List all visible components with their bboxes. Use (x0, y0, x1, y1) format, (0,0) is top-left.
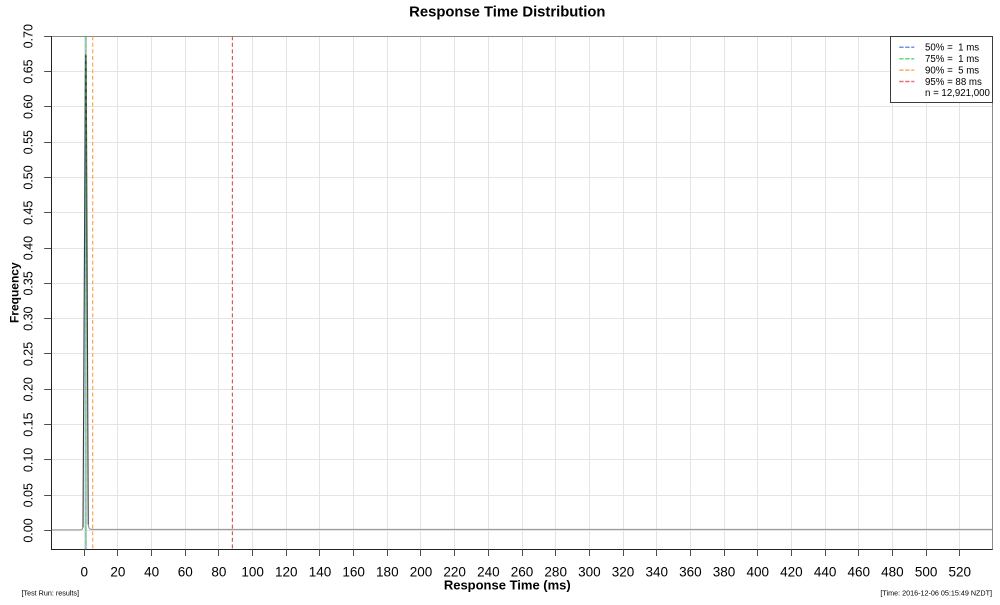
svg-text:0.00: 0.00 (22, 518, 36, 542)
svg-text:220: 220 (443, 565, 466, 580)
svg-text:0: 0 (80, 565, 88, 580)
svg-text:0.40: 0.40 (22, 236, 36, 260)
svg-text:320: 320 (612, 565, 635, 580)
svg-text:400: 400 (746, 565, 769, 580)
svg-text:340: 340 (645, 565, 668, 580)
svg-text:120: 120 (275, 565, 298, 580)
svg-text:460: 460 (847, 565, 870, 580)
svg-text:0.65: 0.65 (22, 59, 36, 83)
svg-text:75% = 1 ms: 75% = 1 ms (925, 54, 979, 65)
svg-text:Response Time (ms): Response Time (ms) (444, 578, 571, 593)
svg-text:0.70: 0.70 (22, 24, 36, 48)
svg-text:20: 20 (110, 565, 125, 580)
svg-text:380: 380 (713, 565, 736, 580)
svg-text:95% = 88 ms: 95% = 88 ms (925, 77, 982, 88)
svg-text:0.20: 0.20 (22, 377, 36, 401)
svg-text:90% = 5 ms: 90% = 5 ms (925, 65, 979, 76)
svg-text:0.60: 0.60 (22, 95, 36, 119)
svg-text:0.50: 0.50 (22, 165, 36, 189)
svg-text:260: 260 (511, 565, 534, 580)
svg-text:180: 180 (376, 565, 399, 580)
svg-text:0.45: 0.45 (22, 201, 36, 225)
svg-text:100: 100 (241, 565, 264, 580)
svg-text:500: 500 (915, 565, 938, 580)
svg-text:0.05: 0.05 (22, 483, 36, 507)
svg-text:0.55: 0.55 (22, 130, 36, 154)
svg-text:60: 60 (178, 565, 193, 580)
svg-text:n = 12,921,000: n = 12,921,000 (925, 88, 991, 99)
svg-text:[Time: 2016-12-06 05:15:49 NZD: [Time: 2016-12-06 05:15:49 NZDT] (880, 588, 992, 597)
svg-text:80: 80 (211, 565, 226, 580)
svg-text:Frequency: Frequency (7, 262, 21, 323)
svg-text:Response Time Distribution: Response Time Distribution (409, 5, 605, 21)
svg-text:360: 360 (679, 565, 702, 580)
svg-text:0.10: 0.10 (22, 448, 36, 472)
svg-text:520: 520 (949, 565, 972, 580)
svg-text:240: 240 (477, 565, 500, 580)
svg-text:[Test Run: results]: [Test Run: results] (22, 588, 80, 597)
svg-text:280: 280 (544, 565, 567, 580)
svg-text:0.15: 0.15 (22, 412, 36, 436)
svg-text:160: 160 (342, 565, 365, 580)
svg-text:0.30: 0.30 (22, 306, 36, 330)
svg-text:440: 440 (814, 565, 837, 580)
svg-text:40: 40 (144, 565, 159, 580)
svg-text:140: 140 (309, 565, 332, 580)
svg-text:0.35: 0.35 (22, 271, 36, 295)
svg-text:50% = 1 ms: 50% = 1 ms (925, 43, 979, 54)
svg-text:0.25: 0.25 (22, 342, 36, 366)
svg-text:420: 420 (780, 565, 803, 580)
svg-text:480: 480 (881, 565, 904, 580)
svg-text:300: 300 (578, 565, 601, 580)
svg-text:200: 200 (410, 565, 433, 580)
